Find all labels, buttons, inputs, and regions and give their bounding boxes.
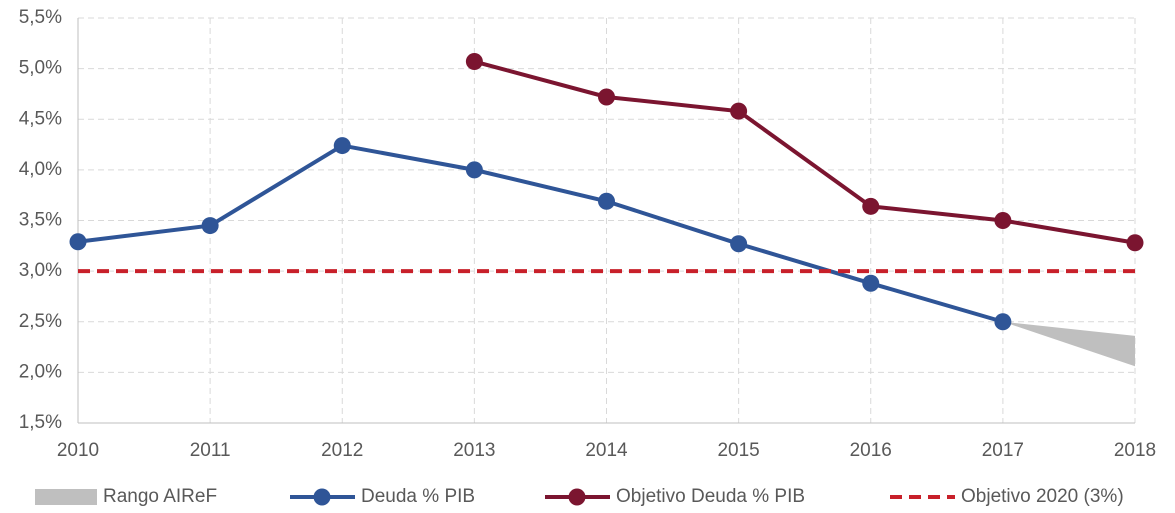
- x-tick-label: 2017: [982, 440, 1024, 461]
- series-line: [77, 143, 1004, 324]
- x-tick-label: 2014: [585, 440, 628, 461]
- marker: [994, 212, 1012, 229]
- marker: [333, 137, 351, 155]
- x-tick-label: 2018: [1114, 440, 1156, 461]
- marker: [598, 88, 615, 106]
- x-tick-label: 2010: [57, 440, 99, 461]
- x-tick-label: 2013: [453, 440, 495, 461]
- y-tick-label: 5,0%: [19, 58, 62, 79]
- legend-label: Objetivo 2020 (3%): [961, 486, 1124, 507]
- x-tick-label: 2011: [190, 440, 231, 461]
- legend-label: Deuda % PIB: [361, 486, 475, 507]
- marker: [1126, 234, 1144, 252]
- y-tick-label: 2,0%: [19, 361, 62, 382]
- legend-label: Rango AIReF: [103, 486, 217, 507]
- range-area: [1002, 321, 1135, 367]
- series-line: [473, 59, 1136, 245]
- y-tick-label: 4,0%: [19, 159, 62, 180]
- marker: [465, 161, 483, 179]
- y-tick-label: 3,5%: [19, 210, 62, 231]
- y-tick-label: 5,5%: [19, 7, 62, 28]
- x-tick-label: 2015: [717, 440, 759, 461]
- legend-swatch: [35, 489, 97, 505]
- marker: [465, 53, 483, 71]
- x-tick-label: 2016: [850, 440, 892, 461]
- y-tick-label: 1,5%: [19, 412, 62, 433]
- y-tick-label: 3,0%: [19, 260, 62, 281]
- marker: [201, 217, 219, 235]
- x-tick-label: 2012: [321, 440, 363, 461]
- y-tick-label: 2,5%: [19, 311, 62, 332]
- marker: [994, 313, 1012, 331]
- marker: [598, 192, 615, 210]
- marker: [730, 102, 748, 120]
- y-tick-label: 4,5%: [19, 108, 62, 129]
- marker: [862, 197, 880, 215]
- marker: [69, 233, 87, 251]
- marker: [862, 274, 880, 292]
- marker: [730, 235, 748, 253]
- legend-marker: [313, 488, 331, 506]
- legend-label: Objetivo Deuda % PIB: [616, 486, 805, 507]
- legend-marker: [568, 488, 586, 506]
